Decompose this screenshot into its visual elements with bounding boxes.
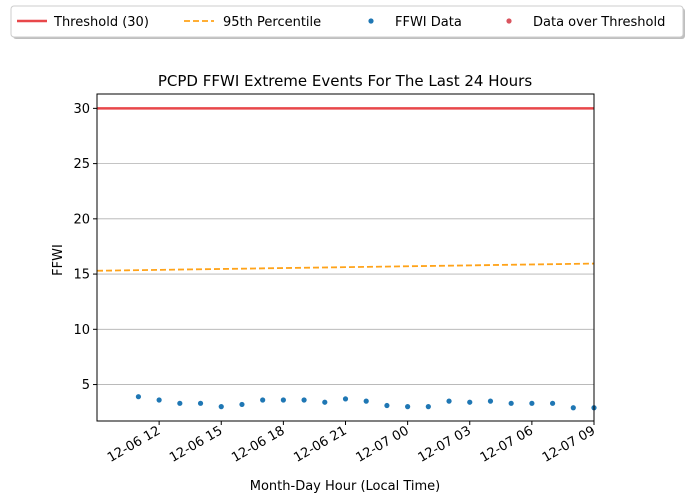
legend-label-percentile: 95th Percentile bbox=[223, 15, 321, 30]
x-tick-label: 12-06 15 bbox=[167, 423, 225, 465]
ffwi-data-point bbox=[446, 398, 452, 404]
y-tick-label: 5 bbox=[82, 378, 90, 393]
legend-label-over-threshold: Data over Threshold bbox=[533, 15, 665, 30]
legend: Threshold (30) 95th Percentile FFWI Data… bbox=[10, 5, 685, 39]
ffwi-data-point bbox=[549, 400, 556, 406]
y-tick-label: 10 bbox=[73, 323, 90, 338]
legend-swatch-ffwi bbox=[368, 18, 374, 24]
ffwi-data-point bbox=[487, 398, 494, 404]
x-tick-label: 12-06 12 bbox=[105, 423, 163, 465]
ffwi-data-point bbox=[135, 394, 142, 400]
x-axis-label: Month-Day Hour (Local Time) bbox=[250, 479, 440, 494]
ffwi-data-point bbox=[156, 397, 162, 403]
ffwi-data-point bbox=[570, 405, 576, 411]
y-tick-label: 25 bbox=[73, 157, 90, 172]
ffwi-data-point bbox=[239, 401, 245, 408]
ffwi-data-point bbox=[529, 400, 535, 406]
legend-label-threshold: Threshold (30) bbox=[53, 15, 149, 30]
ffwi-data-point bbox=[384, 402, 390, 409]
chart-title: PCPD FFWI Extreme Events For The Last 24… bbox=[158, 72, 532, 90]
x-tick-label: 12-06 18 bbox=[229, 423, 287, 465]
x-tick-label: 12-07 09 bbox=[540, 423, 598, 465]
percentile-line bbox=[96, 262, 595, 272]
ffwi-data-point bbox=[177, 400, 183, 406]
x-tick-label: 12-06 21 bbox=[291, 423, 349, 465]
ffwi-data-point bbox=[508, 400, 514, 406]
x-tick-label: 12-07 06 bbox=[478, 423, 536, 465]
plot-data bbox=[96, 107, 597, 411]
y-tick-label: 30 bbox=[73, 102, 90, 117]
legend-label-ffwi: FFWI Data bbox=[395, 15, 462, 30]
ffwi-data-point bbox=[218, 404, 224, 410]
y-tick-label: 15 bbox=[73, 268, 90, 283]
ffwi-data-point bbox=[405, 404, 411, 410]
ffwi-data-point bbox=[342, 396, 349, 402]
y-axis-label: FFWI bbox=[51, 244, 66, 276]
legend-frame bbox=[10, 5, 684, 38]
x-axis-ticks: 12-06 12 12-06 15 12-06 18 12-06 21 12-07 00… bbox=[105, 421, 598, 466]
x-tick-label: 12-07 00 bbox=[354, 423, 412, 465]
ffwi-data-point bbox=[467, 399, 473, 405]
ffwi-data-point bbox=[280, 397, 286, 403]
ffwi-data-point bbox=[197, 400, 204, 406]
ffwi-data-point bbox=[322, 399, 328, 405]
gridlines bbox=[97, 107, 594, 385]
y-tick-label: 20 bbox=[73, 212, 90, 227]
ffwi-data-point bbox=[425, 404, 431, 410]
legend-swatch-over-threshold bbox=[506, 18, 512, 24]
ffwi-data-point bbox=[260, 397, 266, 403]
y-axis-ticks: 5 10 15 20 25 30 bbox=[73, 102, 97, 393]
ffwi-data-point bbox=[363, 398, 369, 404]
ffwi-data-point bbox=[301, 397, 307, 403]
plot-frame bbox=[96, 93, 595, 422]
x-tick-label: 12-07 03 bbox=[416, 423, 474, 465]
